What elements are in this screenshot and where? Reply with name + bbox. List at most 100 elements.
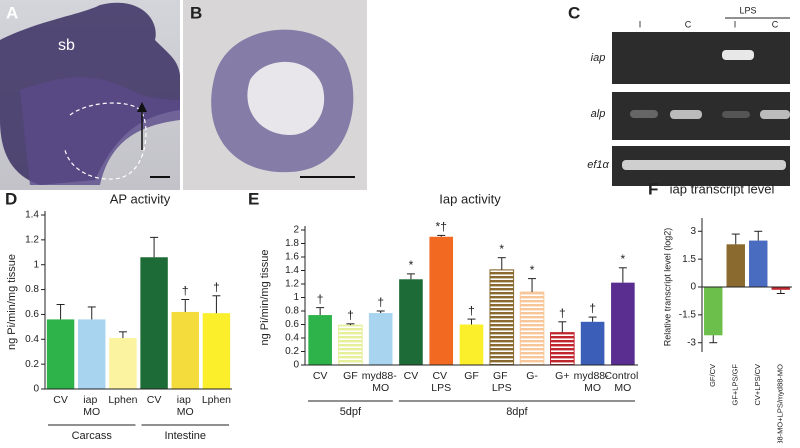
bar [771, 287, 790, 290]
y-axis-label: Relative transcript level (log2) [662, 228, 672, 347]
group-label: Intestine [164, 430, 206, 442]
bar [308, 315, 332, 365]
treatment-label: LPS [739, 5, 756, 15]
panel-b-image: B [183, 0, 367, 190]
y-tick-label: 1 [293, 292, 299, 303]
x-tick-label: G- [526, 370, 538, 382]
x-tick-label: GF/CV [708, 364, 717, 387]
x-tick-label: iap MO [83, 394, 100, 418]
panel-letter: A [6, 3, 18, 22]
gene-label: iap [591, 52, 606, 64]
significance-mark: *† [436, 220, 447, 234]
y-tick-label: 0.6 [25, 309, 39, 320]
x-tick-label: myd88-MO+LPS/myd88-MO [776, 364, 785, 443]
group-label: Carcass [72, 430, 113, 442]
bar [202, 313, 231, 389]
significance-mark: * [530, 263, 535, 277]
y-tick-label: 0 [293, 360, 299, 371]
group-label: 8dpf [506, 406, 528, 418]
x-tick-label: GF [464, 370, 479, 382]
image-label: sb [58, 37, 75, 54]
y-tick-label: 1 [33, 259, 39, 270]
y-tick-label: 1.4 [285, 265, 299, 276]
lane-label: I [639, 19, 642, 29]
significance-mark: * [409, 258, 414, 272]
bar [580, 321, 605, 365]
x-tick-label: Lphen [202, 394, 231, 406]
y-tick-label: 1.2 [25, 234, 39, 245]
bar [109, 338, 137, 389]
bar [459, 324, 484, 365]
panel-letter: E [248, 189, 259, 208]
x-tick-label: CV [147, 394, 162, 406]
bar [726, 244, 745, 287]
y-tick-label: 0.8 [285, 306, 299, 317]
y-tick-label: 0.2 [285, 346, 299, 357]
bar [368, 313, 393, 365]
x-tick-label: GF+LPS/GF [731, 364, 740, 406]
x-tick-label: GF [343, 370, 358, 382]
x-tick-label: iap MO [177, 394, 194, 418]
lane-label: I [734, 19, 737, 29]
gene-label: alp [591, 108, 606, 120]
y-tick-label: 3 [690, 226, 696, 237]
y-tick-label: 1.6 [285, 252, 299, 263]
panel-letter: B [190, 3, 202, 22]
bar [171, 311, 199, 389]
y-axis-label: ng Pi/min/mg tissue [6, 254, 18, 350]
significance-mark: † [317, 292, 324, 306]
x-tick-label: myd88- MO [362, 370, 400, 394]
y-tick-label: -1.5 [679, 309, 697, 320]
bar [611, 282, 635, 365]
chart-title: Iap activity [439, 191, 501, 206]
significance-mark: † [347, 308, 354, 322]
y-tick-label: 0.2 [25, 359, 39, 370]
bar [338, 324, 363, 366]
y-tick-label: -3 [687, 337, 696, 348]
bar [399, 279, 423, 365]
y-tick-label: 0 [33, 384, 39, 395]
bar [78, 319, 106, 389]
x-tick-label: CV [404, 370, 419, 382]
significance-mark: * [499, 242, 504, 256]
y-tick-label: 1.2 [285, 279, 299, 290]
chart-title: iap transcript level [670, 181, 775, 196]
y-tick-label: 0.8 [25, 284, 39, 295]
x-tick-label: GF LPS [492, 370, 512, 394]
x-tick-label: CV+LPS/CV [753, 364, 762, 405]
x-tick-label: G+ [555, 370, 569, 382]
y-axis-label: ng Pi/min/mg tissue [259, 250, 271, 346]
bar [749, 240, 768, 287]
significance-mark: † [468, 303, 475, 317]
significance-mark: † [213, 280, 220, 294]
chart-title: AP activity [110, 191, 171, 206]
x-tick-label: CV [313, 370, 328, 382]
y-tick-label: 1.8 [285, 238, 299, 249]
gene-label: ef1α [587, 159, 609, 171]
significance-mark: † [182, 284, 189, 298]
y-tick-label: 2 [293, 225, 299, 236]
group-label: 5dpf [340, 406, 362, 418]
x-tick-label: Lphen [108, 394, 137, 406]
bar [489, 269, 515, 366]
bar [429, 236, 454, 365]
y-tick-label: 1.5 [682, 254, 696, 265]
bar [140, 257, 168, 389]
y-tick-label: 1.4 [25, 210, 39, 221]
bar [46, 319, 75, 389]
lane-label: C [685, 19, 692, 29]
significance-mark: † [589, 301, 596, 315]
panel-letter: D [5, 189, 17, 208]
bar [550, 332, 575, 366]
y-tick-label: 0.4 [25, 334, 39, 345]
panel-letter: F [648, 179, 658, 198]
y-tick-label: 0.6 [285, 319, 299, 330]
lane-label: C [772, 19, 779, 29]
x-tick-label: Control MO [604, 370, 641, 394]
y-tick-label: 0 [690, 282, 696, 293]
significance-mark: † [559, 306, 566, 320]
significance-mark: * [621, 252, 626, 266]
bar [519, 291, 545, 366]
